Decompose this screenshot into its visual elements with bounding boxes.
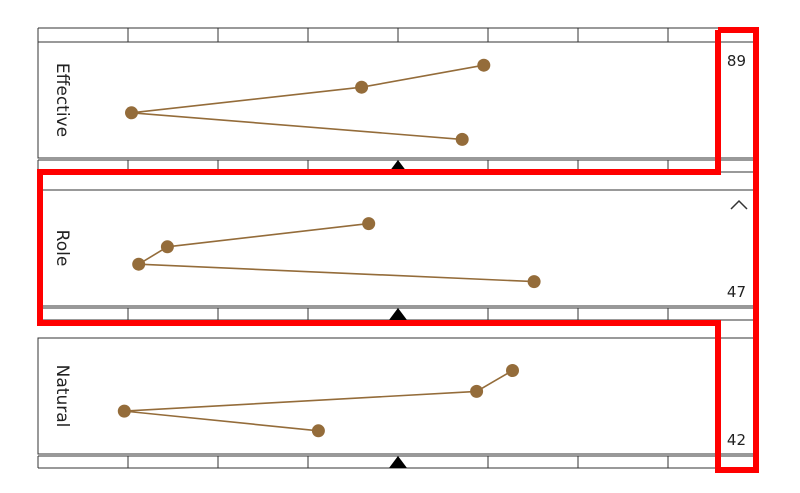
data-point — [455, 132, 469, 146]
center-marker-icon — [389, 456, 407, 468]
data-point — [125, 106, 138, 120]
data-point — [160, 240, 174, 254]
panel-effective — [37, 41, 758, 159]
data-point — [470, 384, 484, 398]
data-point — [477, 58, 491, 72]
panel-label-role: Role — [52, 230, 72, 267]
panel-value-effective: 89 — [727, 52, 746, 70]
highlight-outline — [37, 27, 759, 473]
data-point — [311, 424, 325, 438]
panel-label-effective: Effective — [52, 63, 72, 137]
panel-role — [37, 189, 758, 307]
data-point — [362, 217, 376, 231]
panel-value-natural: 42 — [727, 431, 746, 449]
data-point — [132, 257, 146, 271]
data-point — [117, 404, 131, 418]
center-marker-icon — [389, 308, 407, 320]
chevron-up-icon[interactable] — [730, 199, 748, 210]
panel-value-role: 47 — [727, 283, 746, 301]
series-line-effective — [131, 64, 484, 141]
data-point — [355, 80, 369, 94]
panel-label-natural: Natural — [52, 365, 72, 428]
data-point — [527, 275, 541, 289]
series-line-natural — [124, 369, 513, 432]
data-point — [506, 364, 519, 377]
series-line-role — [136, 222, 535, 283]
